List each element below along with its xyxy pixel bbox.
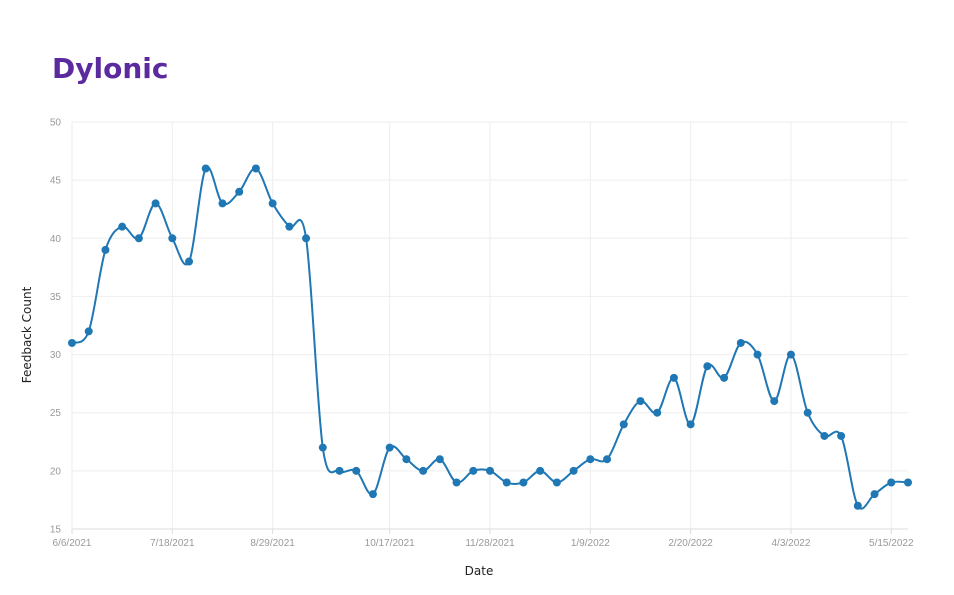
data-point[interactable] — [619, 420, 628, 429]
data-point[interactable] — [870, 490, 879, 499]
x-tick-label: 2/20/2022 — [668, 538, 713, 549]
data-point[interactable] — [887, 478, 896, 487]
y-axis-title: Feedback Count — [20, 286, 34, 383]
data-point[interactable] — [669, 373, 678, 382]
data-point[interactable] — [151, 199, 160, 208]
data-point[interactable] — [502, 478, 511, 487]
data-point[interactable] — [853, 501, 862, 510]
data-point[interactable] — [201, 164, 210, 173]
data-point[interactable] — [419, 466, 428, 475]
data-point[interactable] — [235, 187, 244, 196]
data-point[interactable] — [118, 222, 127, 231]
data-point[interactable] — [352, 466, 361, 475]
y-tick-label: 20 — [50, 466, 62, 477]
data-point[interactable] — [552, 478, 561, 487]
data-point[interactable] — [385, 443, 394, 452]
y-tick-label: 35 — [50, 292, 62, 303]
x-tick-label: 8/29/2021 — [250, 538, 295, 549]
data-point[interactable] — [720, 373, 729, 382]
axes: 15 20 25 30 35 40 45 50 6/6/2021 7/18/2021 8/29/20… — [50, 118, 914, 550]
data-point[interactable] — [268, 199, 277, 208]
data-point[interactable] — [703, 362, 712, 371]
data-point[interactable] — [569, 466, 578, 475]
data-point[interactable] — [753, 350, 762, 359]
data-point[interactable] — [185, 257, 194, 266]
data-point[interactable] — [770, 397, 779, 406]
data-point[interactable] — [402, 455, 411, 464]
x-tick-label: 1/9/2022 — [571, 538, 610, 549]
x-tick-label: 7/18/2021 — [150, 538, 195, 549]
data-point[interactable] — [469, 466, 478, 475]
x-tick-label: 11/28/2021 — [465, 538, 515, 549]
data-point[interactable] — [84, 327, 93, 336]
x-axis-title: Date — [465, 564, 494, 578]
data-point[interactable] — [837, 431, 846, 440]
y-tick-label: 45 — [50, 176, 62, 187]
x-tick-label: 6/6/2021 — [53, 538, 92, 549]
data-point[interactable] — [686, 420, 695, 429]
data-point[interactable] — [218, 199, 227, 208]
data-point[interactable] — [335, 466, 344, 475]
data-point[interactable] — [318, 443, 327, 452]
data-point[interactable] — [636, 397, 645, 406]
y-tick-label: 30 — [50, 350, 62, 361]
y-tick-label: 15 — [50, 525, 62, 536]
data-point[interactable] — [435, 455, 444, 464]
data-point[interactable] — [653, 408, 662, 417]
data-point[interactable] — [803, 408, 812, 417]
data-point[interactable] — [368, 490, 377, 499]
data-point[interactable] — [134, 234, 143, 243]
data-point[interactable] — [603, 455, 612, 464]
data-point[interactable] — [820, 431, 829, 440]
y-tick-label: 25 — [50, 408, 62, 419]
y-tick-label: 50 — [50, 118, 62, 129]
data-point[interactable] — [486, 466, 494, 475]
x-tick-label: 5/15/2022 — [869, 538, 914, 549]
data-point[interactable] — [68, 338, 76, 347]
x-tick-label: 10/17/2021 — [365, 538, 415, 549]
data-point[interactable] — [786, 350, 795, 359]
data-point[interactable] — [536, 466, 545, 475]
data-point[interactable] — [101, 245, 110, 254]
data-point[interactable] — [519, 478, 528, 487]
chart-title: Dylonic — [52, 52, 169, 85]
data-point[interactable] — [586, 455, 595, 464]
series-layer — [68, 164, 912, 510]
data-point[interactable] — [452, 478, 461, 487]
data-point[interactable] — [285, 222, 294, 231]
data-point[interactable] — [302, 234, 311, 243]
data-point[interactable] — [904, 478, 912, 487]
data-point[interactable] — [736, 338, 745, 347]
x-tick-label: 4/3/2022 — [771, 538, 810, 549]
y-tick-label: 40 — [50, 234, 62, 245]
data-point[interactable] — [251, 164, 260, 173]
data-point[interactable] — [168, 234, 177, 243]
